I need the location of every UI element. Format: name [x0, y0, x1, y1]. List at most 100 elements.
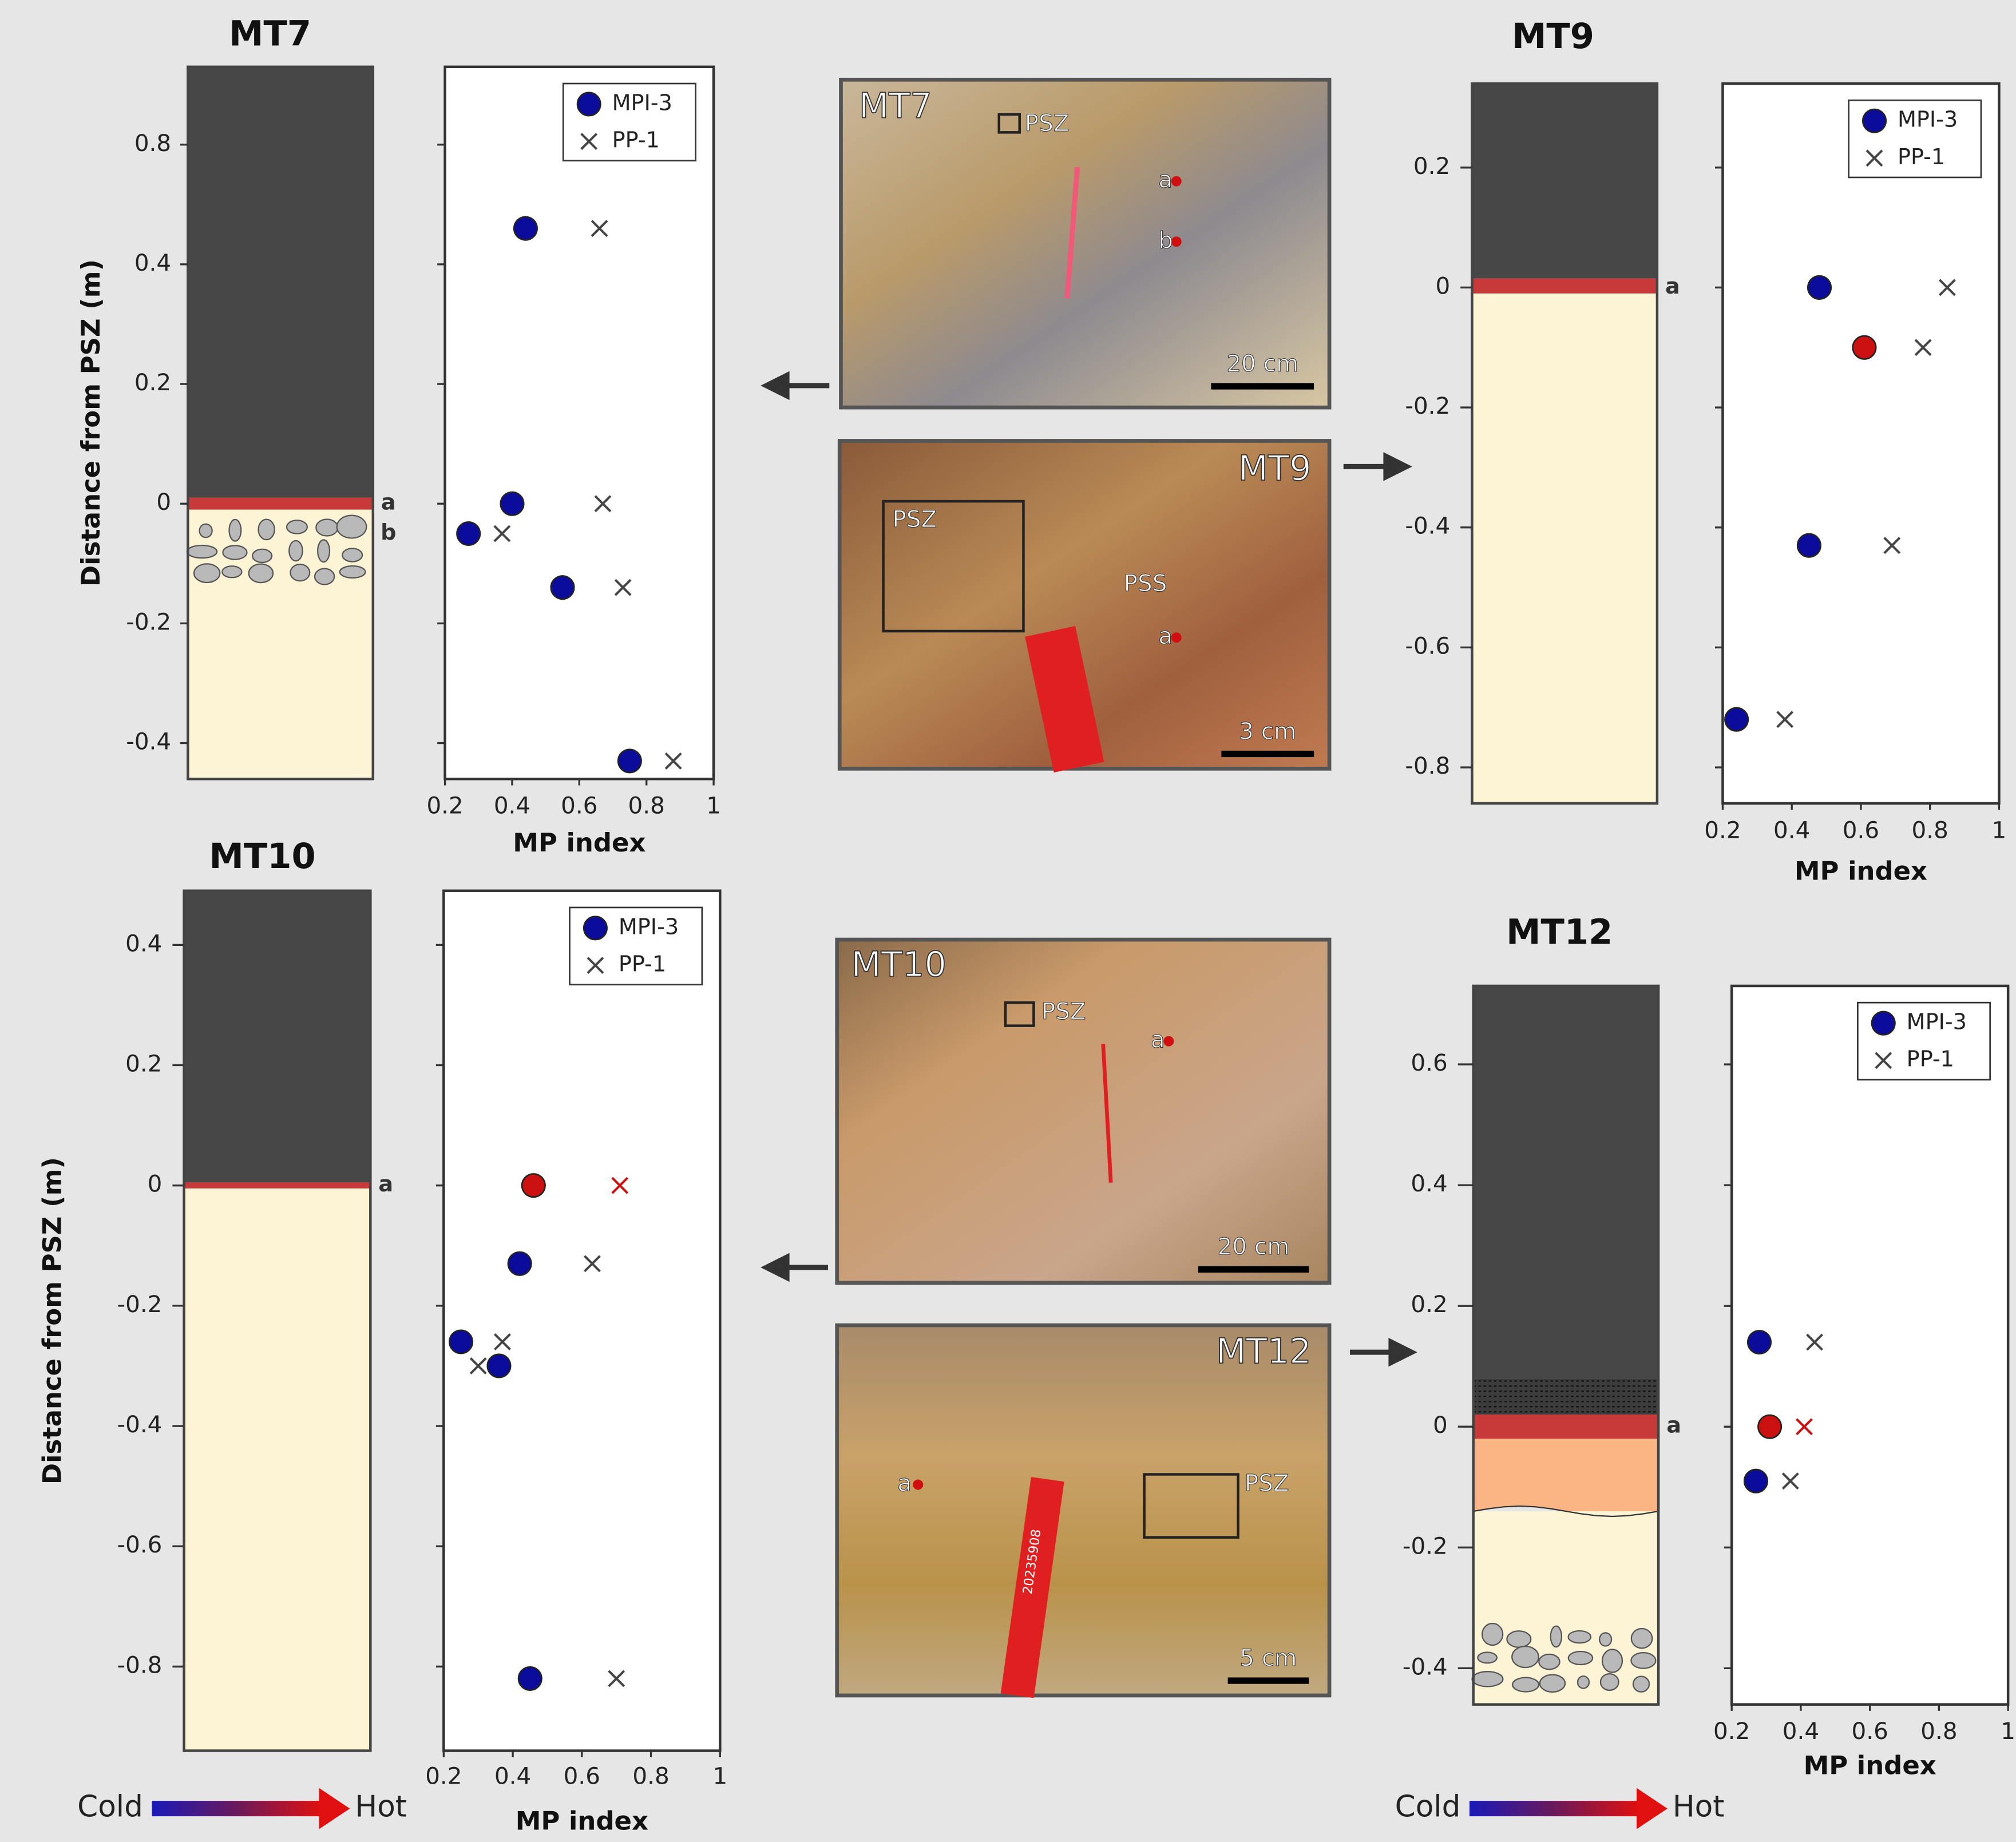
x-tick-label: 0.6: [564, 1762, 600, 1790]
y-tick-label: 0.4: [134, 249, 171, 276]
column-layer: [1474, 986, 1658, 1378]
y-tick-label: 0.4: [1411, 1170, 1447, 1197]
x-tick-label: 0.4: [1783, 1717, 1819, 1745]
x-tick-label: 0.8: [628, 792, 665, 819]
photo: [837, 1325, 1329, 1696]
clast: [229, 520, 241, 541]
clast: [1512, 1678, 1539, 1692]
y-axis-label: Distance from PSZ (m): [76, 259, 106, 587]
legend-label: PP-1: [1898, 145, 1945, 170]
y-tick-label: -0.2: [117, 1290, 163, 1318]
clast: [1601, 1674, 1619, 1690]
y-tick-label: -0.2: [1403, 1532, 1448, 1559]
point: [514, 217, 537, 240]
x-tick-label: 0.6: [1852, 1717, 1888, 1745]
column-layer: [184, 891, 371, 1183]
x-axis-label: MP index: [516, 1805, 648, 1836]
plot-area: [443, 891, 720, 1751]
temperature-bar: [152, 1801, 322, 1816]
photo-label: PSZ: [1041, 997, 1086, 1025]
plot-area: [1732, 986, 2008, 1705]
point: [1797, 534, 1820, 557]
scale-label: 3 cm: [1239, 717, 1296, 744]
clast: [1633, 1676, 1649, 1692]
clast: [342, 548, 362, 561]
x-tick-label: 0.2: [1704, 816, 1741, 843]
y-tick-label: 0: [1433, 1411, 1448, 1439]
photo-label: PSZ: [1025, 109, 1070, 137]
legend-label: MPI-3: [619, 914, 679, 940]
x-tick-label: 0.4: [494, 1762, 531, 1790]
clast: [1551, 1626, 1562, 1647]
x-tick-label: 0.6: [1843, 816, 1879, 843]
column-layer: [184, 1189, 371, 1751]
sample-dot: [1171, 632, 1182, 643]
clast: [289, 541, 302, 561]
x-axis-label: MP index: [513, 827, 645, 858]
point: [1853, 336, 1876, 359]
panel-title: MT10: [209, 837, 316, 877]
scale-bar: [1221, 751, 1314, 757]
clast: [1540, 1675, 1565, 1692]
x-tick-label: 1: [1992, 816, 2007, 843]
point: [449, 1330, 472, 1353]
clast: [318, 540, 330, 562]
y-tick-label: -0.6: [1405, 632, 1450, 659]
column-layer: [1472, 84, 1657, 279]
legend-label: PP-1: [619, 952, 666, 977]
photo-title: MT7: [859, 86, 932, 126]
photo: [837, 940, 1329, 1283]
y-tick-label: 0.2: [1413, 152, 1450, 180]
clast: [340, 566, 366, 578]
photo-title: MT9: [1238, 449, 1312, 489]
point: [488, 1354, 510, 1377]
point: [551, 576, 574, 599]
x-tick-label: 0.2: [1713, 1717, 1750, 1745]
clast: [1512, 1646, 1539, 1667]
temperature-bar: [1470, 1801, 1639, 1816]
y-tick-label: 0: [156, 488, 171, 516]
figure: MT7Distance from PSZ (m)ab0.80.40.20-0.2…: [0, 0, 2016, 1842]
clast: [252, 549, 272, 562]
scale-hot: Hot: [1673, 1790, 1725, 1824]
photo-label: PSS: [1124, 569, 1167, 597]
x-tick-label: 0.4: [1773, 816, 1810, 843]
clast: [315, 569, 334, 585]
clast: [1539, 1654, 1559, 1669]
y-tick-label: 0.4: [125, 929, 162, 957]
clast: [194, 564, 220, 583]
clast: [1472, 1671, 1503, 1686]
panel-title: MT12: [1506, 913, 1613, 953]
legend-label: MPI-3: [1898, 108, 1958, 133]
sample-dot: [913, 1480, 923, 1490]
photo-label: a: [1151, 1026, 1165, 1053]
clast: [1482, 1623, 1503, 1645]
y-tick-label: 0.2: [134, 369, 171, 396]
x-tick-label: 0.2: [425, 1762, 462, 1790]
photo-label: a: [897, 1469, 912, 1497]
photo-label: PSZ: [1245, 1469, 1289, 1497]
clast: [1631, 1653, 1655, 1668]
y-tick-label: -0.2: [1405, 392, 1450, 419]
scale-cold: Cold: [1395, 1790, 1461, 1824]
column-layer: [188, 498, 373, 510]
clast: [249, 564, 273, 583]
y-tick-label: -0.4: [117, 1411, 163, 1438]
sample-label: a: [381, 490, 396, 516]
x-axis-label: MP index: [1795, 855, 1927, 886]
point: [1748, 1330, 1771, 1353]
point: [618, 750, 641, 773]
plot-area: [445, 67, 714, 779]
clast: [1569, 1631, 1591, 1643]
x-tick-label: 0.8: [1912, 816, 1948, 843]
y-tick-label: 0: [148, 1170, 163, 1198]
photo-label: a: [1158, 166, 1173, 193]
y-tick-label: 0.2: [125, 1049, 162, 1077]
sample-label: b: [381, 520, 396, 545]
clast: [1602, 1649, 1622, 1672]
legend-marker: [584, 917, 607, 940]
x-tick-label: 0.2: [426, 792, 463, 819]
clast: [1578, 1676, 1589, 1688]
y-tick-label: -0.4: [126, 728, 171, 755]
x-tick-label: 1: [706, 792, 721, 819]
